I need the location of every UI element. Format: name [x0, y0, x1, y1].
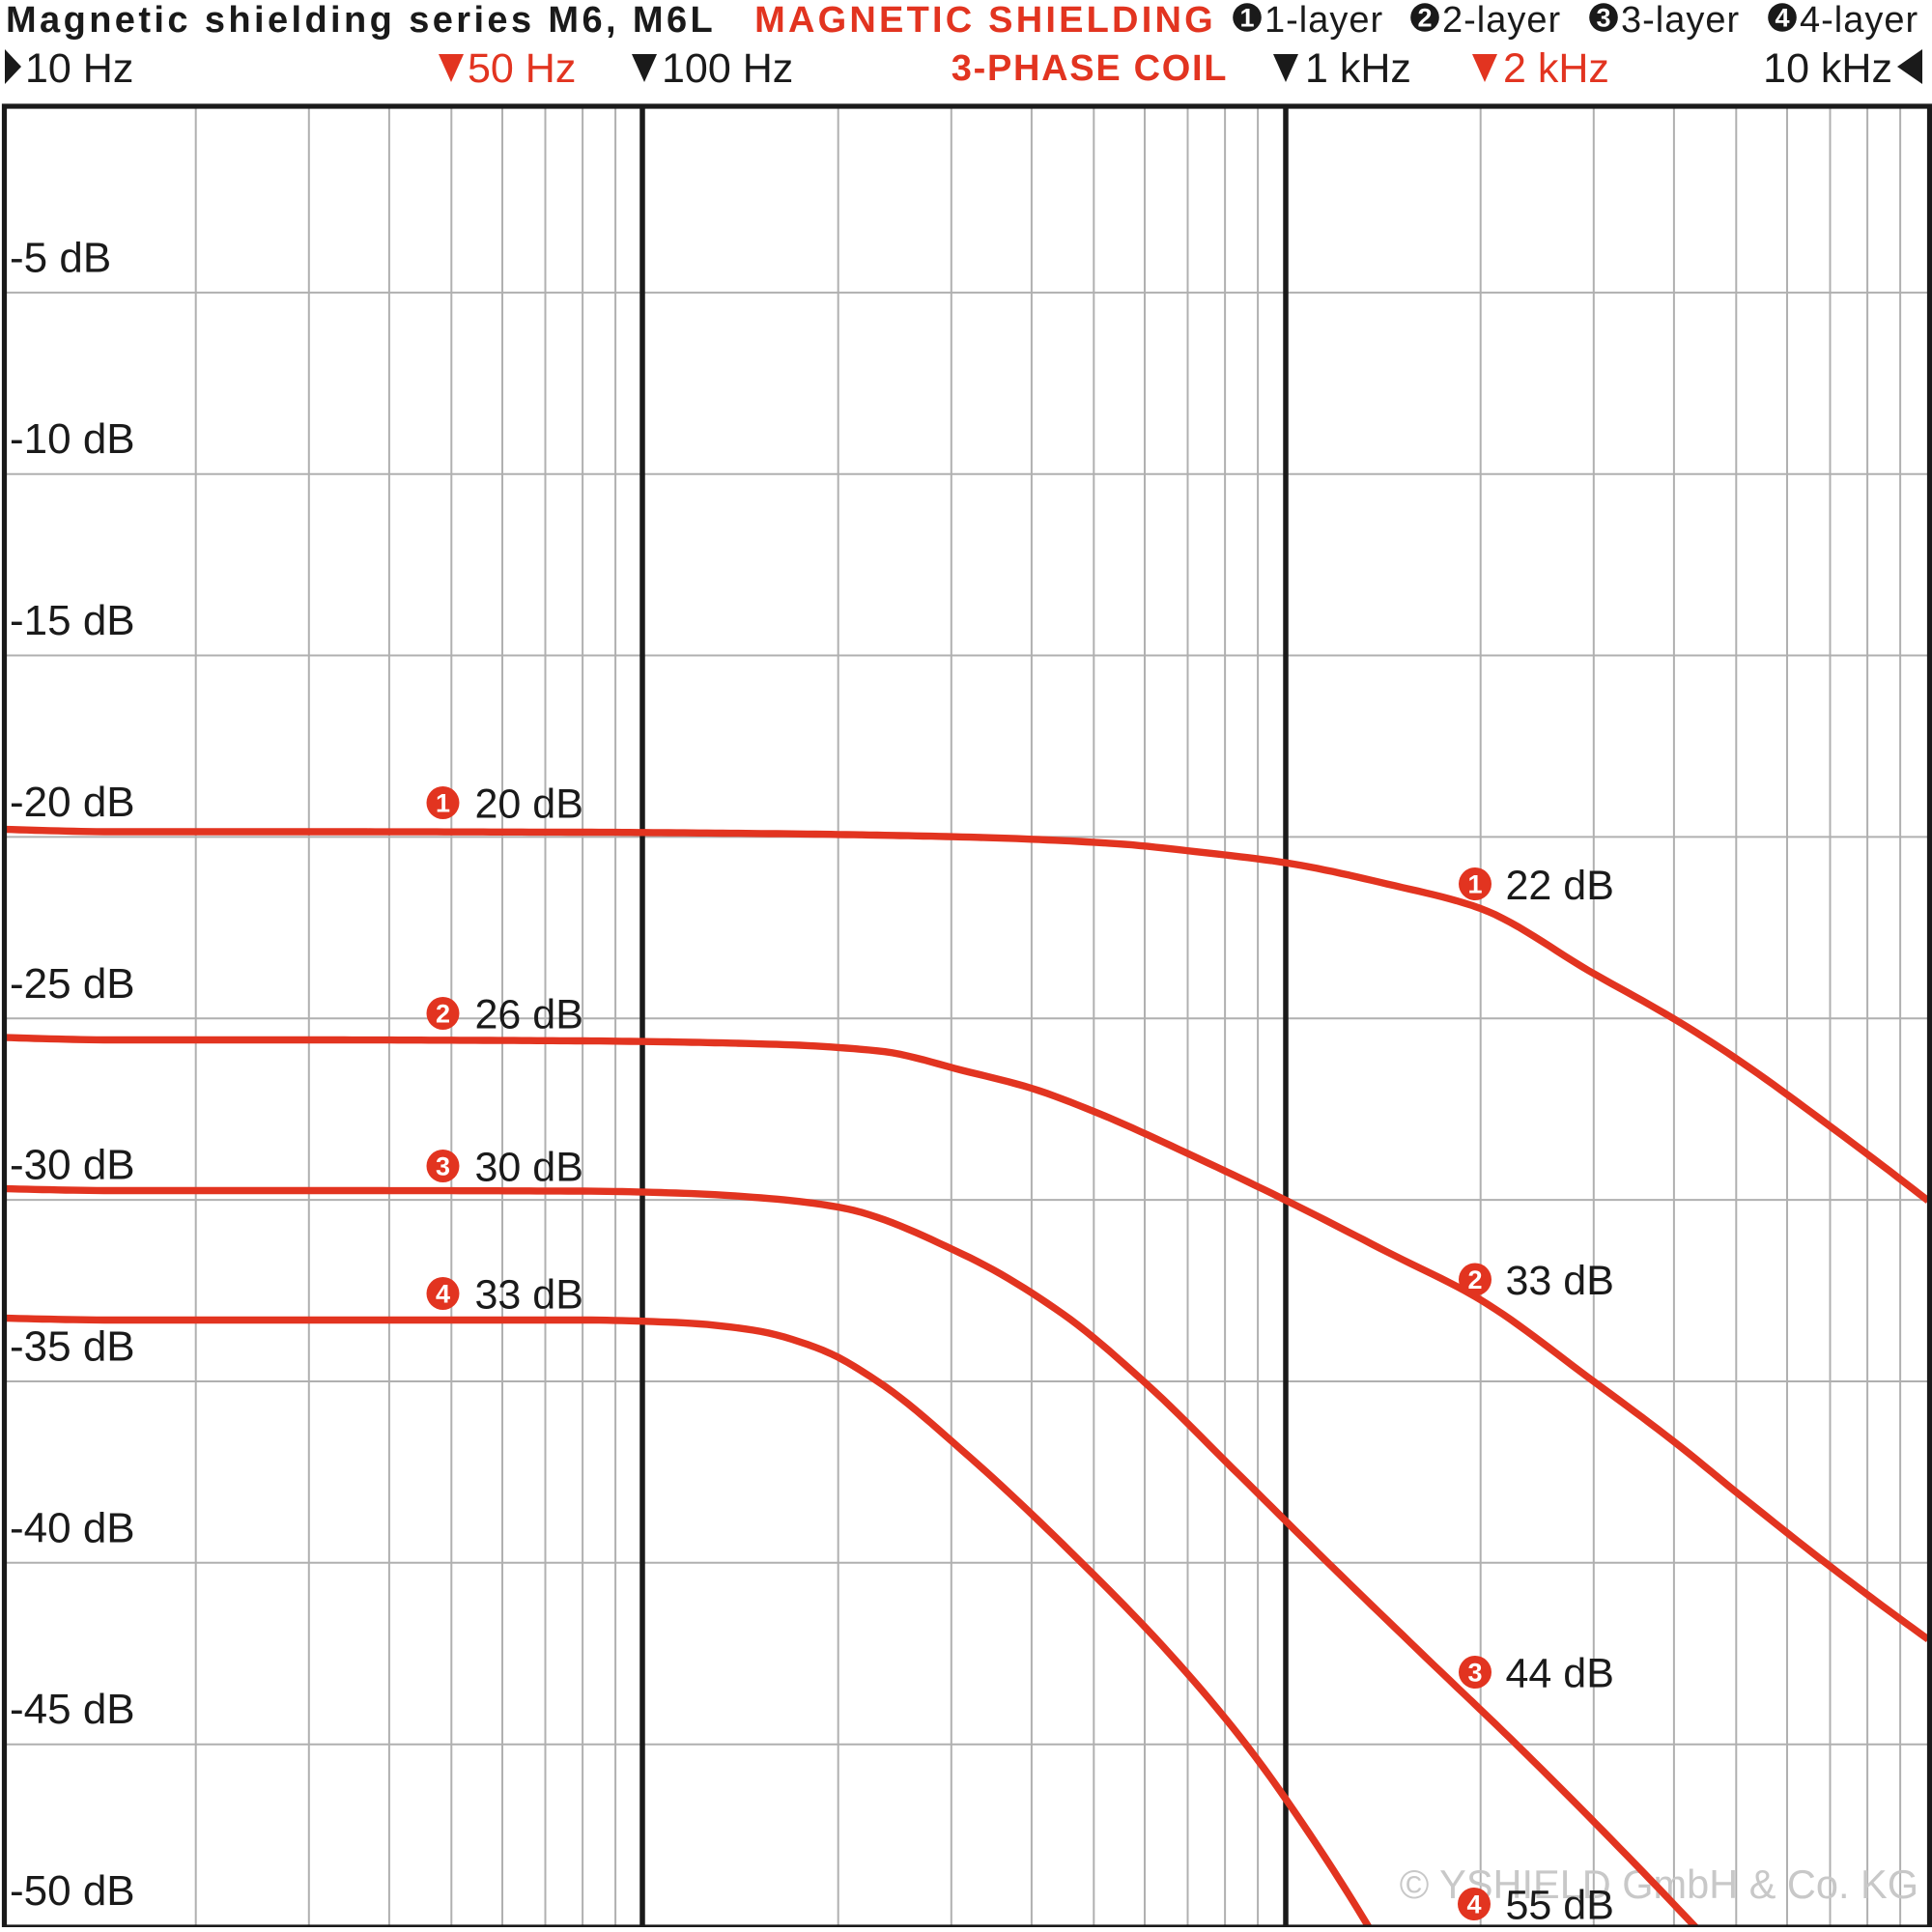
- svg-text:2 kHz: 2 kHz: [1503, 45, 1609, 92]
- svg-text:3: 3: [1596, 4, 1610, 33]
- svg-text:MAGNETIC SHIELDING: MAGNETIC SHIELDING: [754, 0, 1216, 41]
- svg-text:Magnetic shielding series M6,: Magnetic shielding series M6, M6L: [6, 0, 716, 41]
- svg-text:4: 4: [1466, 1890, 1481, 1919]
- svg-text:20 dB: 20 dB: [475, 781, 583, 828]
- svg-text:26 dB: 26 dB: [475, 992, 583, 1038]
- svg-text:-30 dB: -30 dB: [10, 1142, 135, 1189]
- svg-text:1: 1: [1239, 4, 1254, 33]
- svg-text:22 dB: 22 dB: [1506, 863, 1614, 909]
- svg-text:-50 dB: -50 dB: [10, 1867, 135, 1915]
- svg-text:3-PHASE COIL: 3-PHASE COIL: [952, 48, 1228, 89]
- svg-text:50 Hz: 50 Hz: [468, 45, 576, 92]
- svg-text:3-layer: 3-layer: [1621, 0, 1740, 41]
- svg-text:33 dB: 33 dB: [475, 1272, 583, 1319]
- svg-text:-25 dB: -25 dB: [10, 960, 135, 1008]
- svg-text:33 dB: 33 dB: [1506, 1258, 1614, 1304]
- svg-text:4: 4: [436, 1280, 450, 1309]
- svg-text:-20 dB: -20 dB: [10, 779, 135, 826]
- svg-text:2: 2: [1467, 1265, 1482, 1294]
- svg-text:1-layer: 1-layer: [1264, 0, 1383, 41]
- svg-text:2: 2: [436, 1000, 450, 1029]
- svg-text:30 dB: 30 dB: [475, 1145, 583, 1191]
- svg-text:-40 dB: -40 dB: [10, 1504, 135, 1551]
- svg-text:2-layer: 2-layer: [1442, 0, 1561, 41]
- svg-text:1 kHz: 1 kHz: [1305, 45, 1411, 92]
- svg-text:3: 3: [1467, 1659, 1482, 1688]
- svg-text:44 dB: 44 dB: [1506, 1651, 1614, 1697]
- svg-text:-35 dB: -35 dB: [10, 1323, 135, 1371]
- svg-text:-10 dB: -10 dB: [10, 415, 135, 463]
- svg-text:3: 3: [436, 1152, 450, 1181]
- svg-text:100 Hz: 100 Hz: [662, 45, 793, 92]
- svg-text:-45 dB: -45 dB: [10, 1686, 135, 1733]
- svg-text:55 dB: 55 dB: [1506, 1883, 1614, 1928]
- svg-text:10 Hz: 10 Hz: [25, 45, 133, 92]
- svg-text:2: 2: [1417, 4, 1432, 33]
- svg-text:10 kHz: 10 kHz: [1763, 45, 1892, 92]
- svg-text:-5 dB: -5 dB: [10, 234, 111, 281]
- svg-text:4-layer: 4-layer: [1800, 0, 1918, 41]
- svg-text:-15 dB: -15 dB: [10, 597, 135, 644]
- svg-text:1: 1: [436, 789, 450, 818]
- svg-text:4: 4: [1775, 4, 1789, 33]
- svg-text:1: 1: [1467, 870, 1482, 899]
